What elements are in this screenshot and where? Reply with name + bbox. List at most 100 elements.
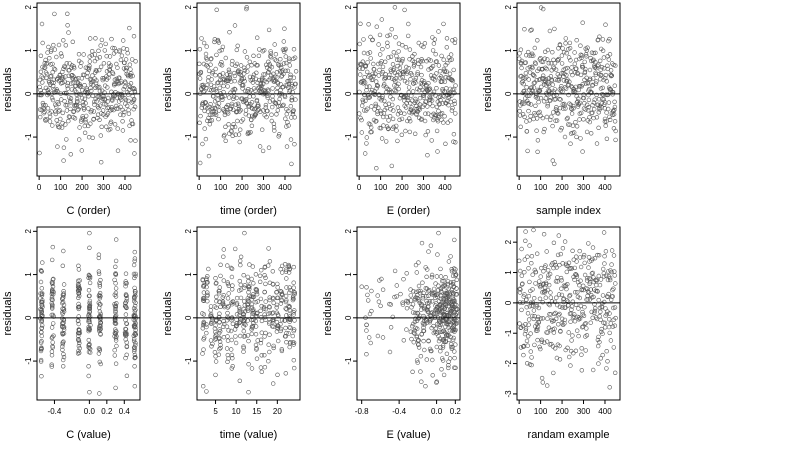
data-point bbox=[282, 94, 288, 100]
data-point bbox=[596, 334, 601, 340]
data-point bbox=[114, 343, 119, 349]
data-point bbox=[83, 117, 88, 123]
data-point bbox=[596, 62, 601, 67]
data-point bbox=[452, 349, 457, 354]
data-point bbox=[232, 78, 237, 84]
data-point bbox=[411, 64, 417, 69]
data-point bbox=[49, 353, 55, 358]
data-point bbox=[204, 44, 209, 49]
data-point bbox=[241, 344, 246, 349]
data-point bbox=[279, 348, 285, 354]
data-point bbox=[438, 296, 444, 301]
data-point bbox=[522, 114, 527, 120]
data-point bbox=[364, 352, 369, 357]
data-point bbox=[578, 43, 583, 48]
data-point bbox=[58, 116, 63, 122]
data-point bbox=[590, 270, 595, 276]
data-point bbox=[574, 66, 579, 71]
data-point bbox=[39, 303, 45, 308]
data-point bbox=[601, 320, 606, 325]
data-point bbox=[215, 97, 220, 102]
data-point bbox=[246, 390, 251, 395]
data-point bbox=[430, 373, 435, 378]
data-point bbox=[71, 64, 77, 69]
data-point bbox=[524, 85, 529, 90]
x-tick-label: 100 bbox=[54, 183, 68, 192]
data-point bbox=[262, 78, 267, 83]
data-point bbox=[237, 320, 243, 325]
data-point bbox=[547, 28, 553, 34]
data-point bbox=[579, 325, 585, 330]
data-point bbox=[437, 319, 442, 324]
data-point bbox=[568, 58, 573, 63]
data-point bbox=[207, 112, 213, 118]
data-point bbox=[109, 36, 114, 42]
data-point bbox=[76, 301, 81, 307]
data-point bbox=[369, 288, 374, 294]
data-point bbox=[242, 299, 247, 304]
data-point bbox=[562, 101, 567, 107]
data-point bbox=[283, 68, 288, 74]
data-point bbox=[543, 295, 548, 300]
data-point bbox=[454, 292, 459, 297]
data-point bbox=[594, 141, 600, 146]
data-point bbox=[544, 114, 550, 120]
data-point bbox=[368, 122, 373, 127]
data-point bbox=[123, 271, 129, 276]
data-point bbox=[427, 87, 432, 92]
data-point bbox=[201, 84, 206, 90]
data-point bbox=[99, 37, 105, 43]
data-point bbox=[432, 37, 437, 42]
data-point bbox=[418, 64, 424, 70]
data-point bbox=[575, 290, 580, 295]
data-point bbox=[284, 144, 290, 149]
data-point bbox=[400, 75, 405, 80]
data-point bbox=[271, 343, 276, 349]
data-point bbox=[282, 47, 287, 53]
data-point bbox=[429, 138, 434, 143]
data-point bbox=[127, 87, 132, 93]
data-point bbox=[113, 271, 118, 277]
data-point bbox=[271, 300, 276, 306]
data-point bbox=[434, 379, 439, 384]
data-point bbox=[64, 108, 70, 113]
data-point bbox=[197, 76, 203, 81]
data-point bbox=[417, 87, 422, 93]
data-point bbox=[547, 271, 553, 277]
data-point bbox=[49, 349, 55, 354]
data-point bbox=[451, 298, 456, 303]
data-point bbox=[392, 268, 398, 274]
data-point bbox=[87, 245, 92, 251]
data-point bbox=[86, 364, 91, 369]
data-point bbox=[578, 264, 584, 270]
data-point bbox=[452, 365, 457, 370]
data-point bbox=[592, 302, 597, 307]
data-point bbox=[594, 92, 599, 98]
data-point bbox=[124, 321, 129, 326]
data-point bbox=[370, 71, 375, 77]
data-point bbox=[429, 275, 435, 280]
data-point bbox=[430, 35, 435, 40]
data-point bbox=[415, 100, 420, 105]
data-point bbox=[228, 90, 233, 95]
data-point bbox=[361, 50, 367, 56]
data-point bbox=[259, 268, 264, 273]
data-point bbox=[446, 286, 451, 292]
data-point bbox=[595, 37, 600, 43]
data-point bbox=[200, 311, 205, 316]
y-tick-label: -1 bbox=[24, 357, 33, 365]
data-point bbox=[552, 161, 557, 167]
data-point bbox=[50, 340, 55, 345]
data-point bbox=[56, 109, 61, 114]
data-point bbox=[386, 118, 391, 123]
data-point bbox=[524, 361, 530, 366]
data-point bbox=[266, 359, 271, 364]
data-point bbox=[108, 119, 114, 125]
data-point bbox=[367, 335, 372, 340]
data-point bbox=[608, 72, 613, 78]
data-point bbox=[46, 80, 52, 85]
data-point bbox=[220, 299, 226, 304]
data-point bbox=[563, 41, 568, 46]
data-point bbox=[89, 48, 95, 54]
data-point bbox=[256, 103, 261, 109]
